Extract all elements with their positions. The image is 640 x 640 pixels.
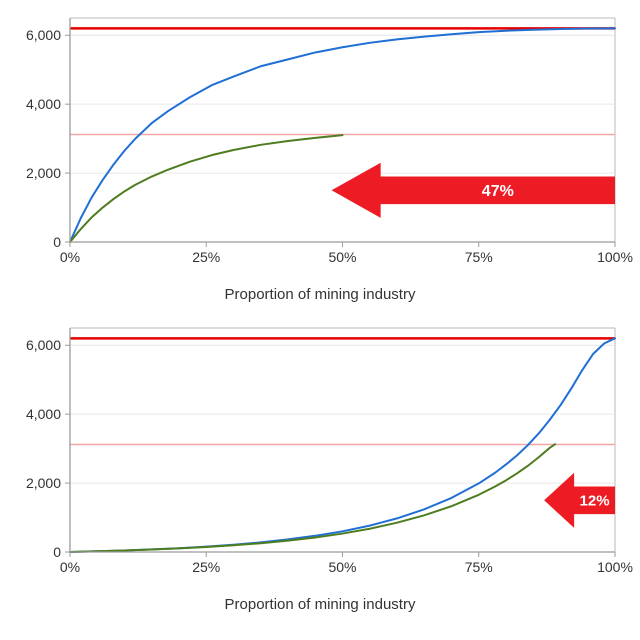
x-tick-label: 25%	[192, 249, 220, 265]
y-tick-label: 4,000	[26, 96, 61, 112]
x-tick-label: 25%	[192, 559, 220, 575]
y-tick-label: 6,000	[26, 27, 61, 43]
series-green	[70, 135, 343, 242]
x-tick-label: 50%	[328, 559, 356, 575]
x-tick-label: 0%	[60, 559, 80, 575]
x-tick-label: 75%	[465, 559, 493, 575]
chart-panel-top: 0% 25% 50% 75% 100% 0 2,000 4,000 6,000 47% Propor…	[0, 10, 640, 310]
y-tick-label: 2,000	[26, 475, 61, 491]
y-tick-label: 6,000	[26, 337, 61, 353]
x-tick-label: 75%	[465, 249, 493, 265]
callout-label: 12%	[580, 493, 610, 510]
x-tick-label: 100%	[597, 249, 633, 265]
chart-top: 0% 25% 50% 75% 100% 0 2,000 4,000 6,000 47%	[0, 10, 640, 310]
x-tick-label: 50%	[328, 249, 356, 265]
y-tick-label: 2,000	[26, 165, 61, 181]
x-tick-label: 100%	[597, 559, 633, 575]
y-tick-label: 0	[53, 234, 61, 250]
y-tick-label: 4,000	[26, 406, 61, 422]
callout-label: 47%	[482, 183, 514, 200]
callout-arrow	[332, 163, 615, 218]
page: 0% 25% 50% 75% 100% 0 2,000 4,000 6,000 47% Propor…	[0, 0, 640, 640]
x-axis-title: Proportion of mining industry	[0, 596, 640, 613]
x-tick-label: 0%	[60, 249, 80, 265]
x-axis-title: Proportion of mining industry	[0, 286, 640, 303]
chart-bottom: 0% 25% 50% 75% 100% 0 2,000 4,000 6,000 12%	[0, 320, 640, 620]
chart-panel-bottom: 0% 25% 50% 75% 100% 0 2,000 4,000 6,000 12% Propor…	[0, 320, 640, 620]
y-tick-label: 0	[53, 544, 61, 560]
